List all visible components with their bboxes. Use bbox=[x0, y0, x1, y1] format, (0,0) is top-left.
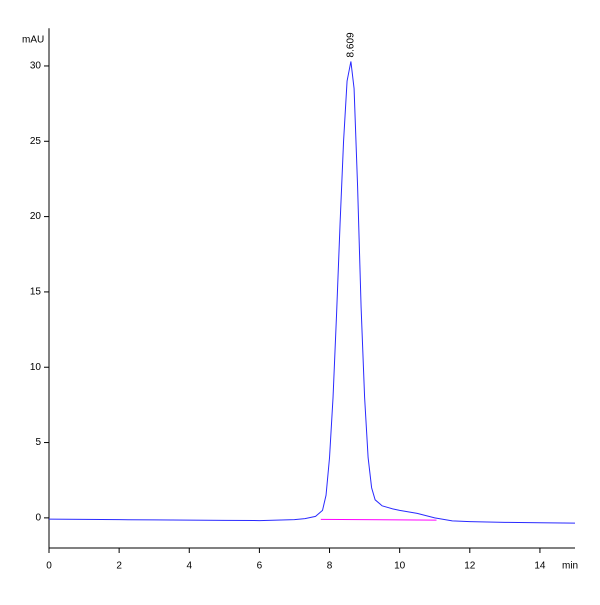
x-tick-label: 0 bbox=[46, 561, 52, 572]
peak-label: 8.609 bbox=[346, 32, 357, 57]
y-axis-label: mAU bbox=[22, 35, 44, 46]
x-tick-label: 8 bbox=[327, 561, 333, 572]
x-tick-label: 6 bbox=[257, 561, 263, 572]
x-tick-label: 14 bbox=[534, 561, 546, 572]
y-tick-label: 30 bbox=[30, 61, 42, 72]
y-tick-label: 20 bbox=[30, 211, 42, 222]
trace bbox=[48, 61, 576, 524]
y-tick-label: 0 bbox=[35, 513, 41, 524]
x-tick-label: 4 bbox=[186, 561, 192, 572]
x-tick-label: 2 bbox=[116, 561, 122, 572]
y-tick-label: 10 bbox=[30, 362, 42, 373]
y-tick-label: 15 bbox=[30, 287, 42, 298]
x-tick-label: 10 bbox=[394, 561, 406, 572]
x-axis-label: min bbox=[562, 561, 578, 572]
trace bbox=[320, 518, 437, 521]
y-tick-label: 5 bbox=[35, 437, 41, 448]
x-tick-label: 12 bbox=[464, 561, 476, 572]
y-tick-label: 25 bbox=[30, 136, 42, 147]
